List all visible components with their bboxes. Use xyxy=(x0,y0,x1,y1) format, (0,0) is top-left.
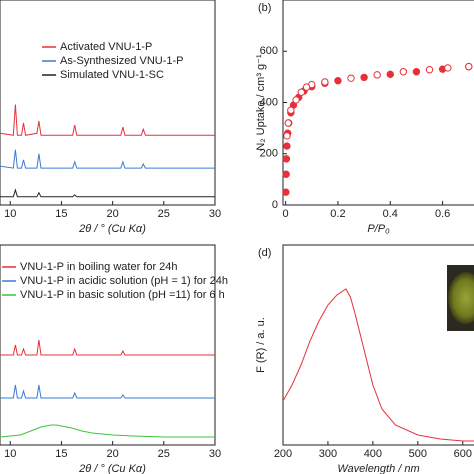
series-line xyxy=(0,424,215,438)
x-tick-label: 15 xyxy=(55,208,67,220)
x-tick-label: 25 xyxy=(158,448,170,460)
x-tick-label: 400 xyxy=(364,448,382,460)
x-tick-label: 0.6 xyxy=(435,208,450,220)
data-point xyxy=(373,71,381,79)
y-axis-title: N₂ Uptake / cm³ g⁻¹ xyxy=(255,54,267,151)
x-axis-title: P/P₀ xyxy=(367,223,390,235)
y-tick-label: 400 xyxy=(260,96,278,108)
data-point xyxy=(360,73,368,82)
legend-label: As-Synthesized VNU-1-P xyxy=(60,55,184,67)
series-line xyxy=(282,288,474,442)
x-tick-label: 500 xyxy=(409,448,427,460)
x-tick-label: 200 xyxy=(274,448,292,460)
x-tick-label: 20 xyxy=(106,448,118,460)
data-point xyxy=(321,78,329,86)
data-point xyxy=(283,132,291,140)
x-tick-label: 30 xyxy=(209,208,221,220)
data-point xyxy=(347,74,355,82)
axes-frame xyxy=(282,0,474,206)
x-tick-label: 30 xyxy=(209,448,221,460)
y-tick-label: 0 xyxy=(272,199,278,211)
x-axis-title: 2θ / ° (Cu Kα) xyxy=(78,223,146,235)
x-tick-label: 0 xyxy=(283,208,289,220)
legend-label: Simulated VNU-1-SC xyxy=(60,69,164,81)
data-point xyxy=(444,64,452,72)
legend-label: VNU-1-P in basic solution (pH =11) for 6… xyxy=(20,289,225,301)
y-tick-label: 600 xyxy=(260,45,278,57)
legend-label: VNU-1-P in acidic solution (pH = 1) for … xyxy=(20,275,228,287)
data-point xyxy=(425,66,434,74)
axes-frame xyxy=(282,244,474,446)
x-tick-label: 25 xyxy=(158,208,170,220)
x-tick-label: 10 xyxy=(4,448,16,460)
y-tick-label: 200 xyxy=(260,148,278,160)
data-point xyxy=(334,77,342,85)
data-point xyxy=(412,68,421,76)
x-axis-title: 2θ / ° (Cu Kα) xyxy=(78,463,146,474)
legend-label: VNU-1-P in boiling water for 24h xyxy=(20,261,178,273)
x-axis-title: Wavelength / nm xyxy=(337,463,419,474)
series-line xyxy=(0,339,215,356)
y-axis-title: F (R) / a. u. xyxy=(255,317,267,373)
data-point xyxy=(284,119,292,127)
data-point xyxy=(282,155,291,163)
panel-label: (b) xyxy=(258,2,271,14)
inset-sample xyxy=(448,272,474,324)
x-tick-label: 0.4 xyxy=(383,208,398,220)
panel-label: (d) xyxy=(258,247,271,259)
data-point xyxy=(292,96,300,104)
legend-label: Activated VNU-1-P xyxy=(60,41,152,53)
series-line xyxy=(0,384,215,399)
data-point xyxy=(283,142,291,150)
series-line xyxy=(0,104,215,136)
x-tick-label: 600 xyxy=(454,448,472,460)
x-tick-label: 0.2 xyxy=(330,208,345,220)
x-tick-label: 10 xyxy=(4,208,16,220)
x-tick-label: 300 xyxy=(319,448,337,460)
data-point xyxy=(399,68,408,76)
data-point xyxy=(386,70,394,79)
data-point xyxy=(282,170,290,178)
data-point xyxy=(465,62,473,71)
series-line xyxy=(0,188,215,198)
series-line xyxy=(0,149,215,169)
data-point xyxy=(287,106,295,114)
data-point xyxy=(302,83,311,91)
axes-frame xyxy=(0,0,216,206)
x-tick-label: 15 xyxy=(55,448,67,460)
data-point xyxy=(297,88,306,96)
x-tick-label: 20 xyxy=(106,208,118,220)
data-point xyxy=(282,188,290,196)
